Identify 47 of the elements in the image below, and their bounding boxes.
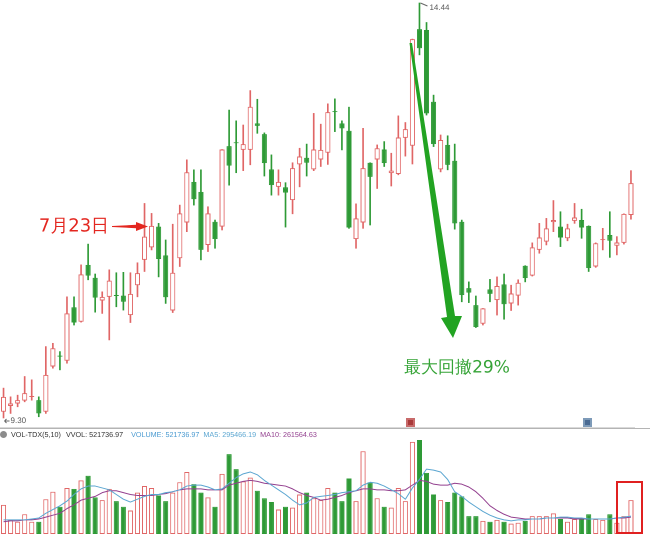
bar <box>607 514 612 534</box>
bar <box>466 516 472 534</box>
bar <box>579 518 584 534</box>
bar <box>424 472 430 534</box>
candlestick <box>572 203 578 224</box>
annotation: 7月23日 <box>38 216 110 237</box>
bar <box>163 501 168 534</box>
bar <box>346 478 352 534</box>
bar <box>586 514 592 534</box>
bar <box>452 492 458 534</box>
bar <box>156 495 162 534</box>
annotation: 最大回撤29% <box>404 357 510 378</box>
bar <box>445 502 450 534</box>
bar <box>71 488 77 534</box>
bar <box>226 454 232 534</box>
bar <box>191 484 196 534</box>
bar <box>304 492 310 534</box>
bar <box>368 482 373 534</box>
bar <box>502 522 507 534</box>
bar <box>382 506 387 534</box>
annotation: 9.30 <box>10 416 27 426</box>
bar <box>57 506 62 534</box>
bar <box>254 490 260 534</box>
bar <box>120 506 126 534</box>
bar <box>114 501 119 534</box>
bar <box>36 522 42 534</box>
bar <box>339 501 344 534</box>
candlestick <box>276 169 282 196</box>
bar <box>416 440 422 534</box>
bar <box>558 518 564 534</box>
annotation: 14.44 <box>429 3 450 12</box>
bar <box>282 506 288 534</box>
bar <box>262 498 267 534</box>
bar <box>459 496 464 534</box>
bar <box>198 492 204 534</box>
bar <box>86 476 91 534</box>
bar <box>332 492 338 534</box>
bar <box>268 502 274 534</box>
bar <box>234 469 239 534</box>
bar <box>522 520 528 534</box>
bar <box>212 506 218 534</box>
candlestick <box>487 279 493 302</box>
bar <box>92 497 98 534</box>
candlestick <box>8 396 14 414</box>
bar <box>487 522 493 534</box>
bar <box>473 516 478 534</box>
bar <box>431 494 436 534</box>
